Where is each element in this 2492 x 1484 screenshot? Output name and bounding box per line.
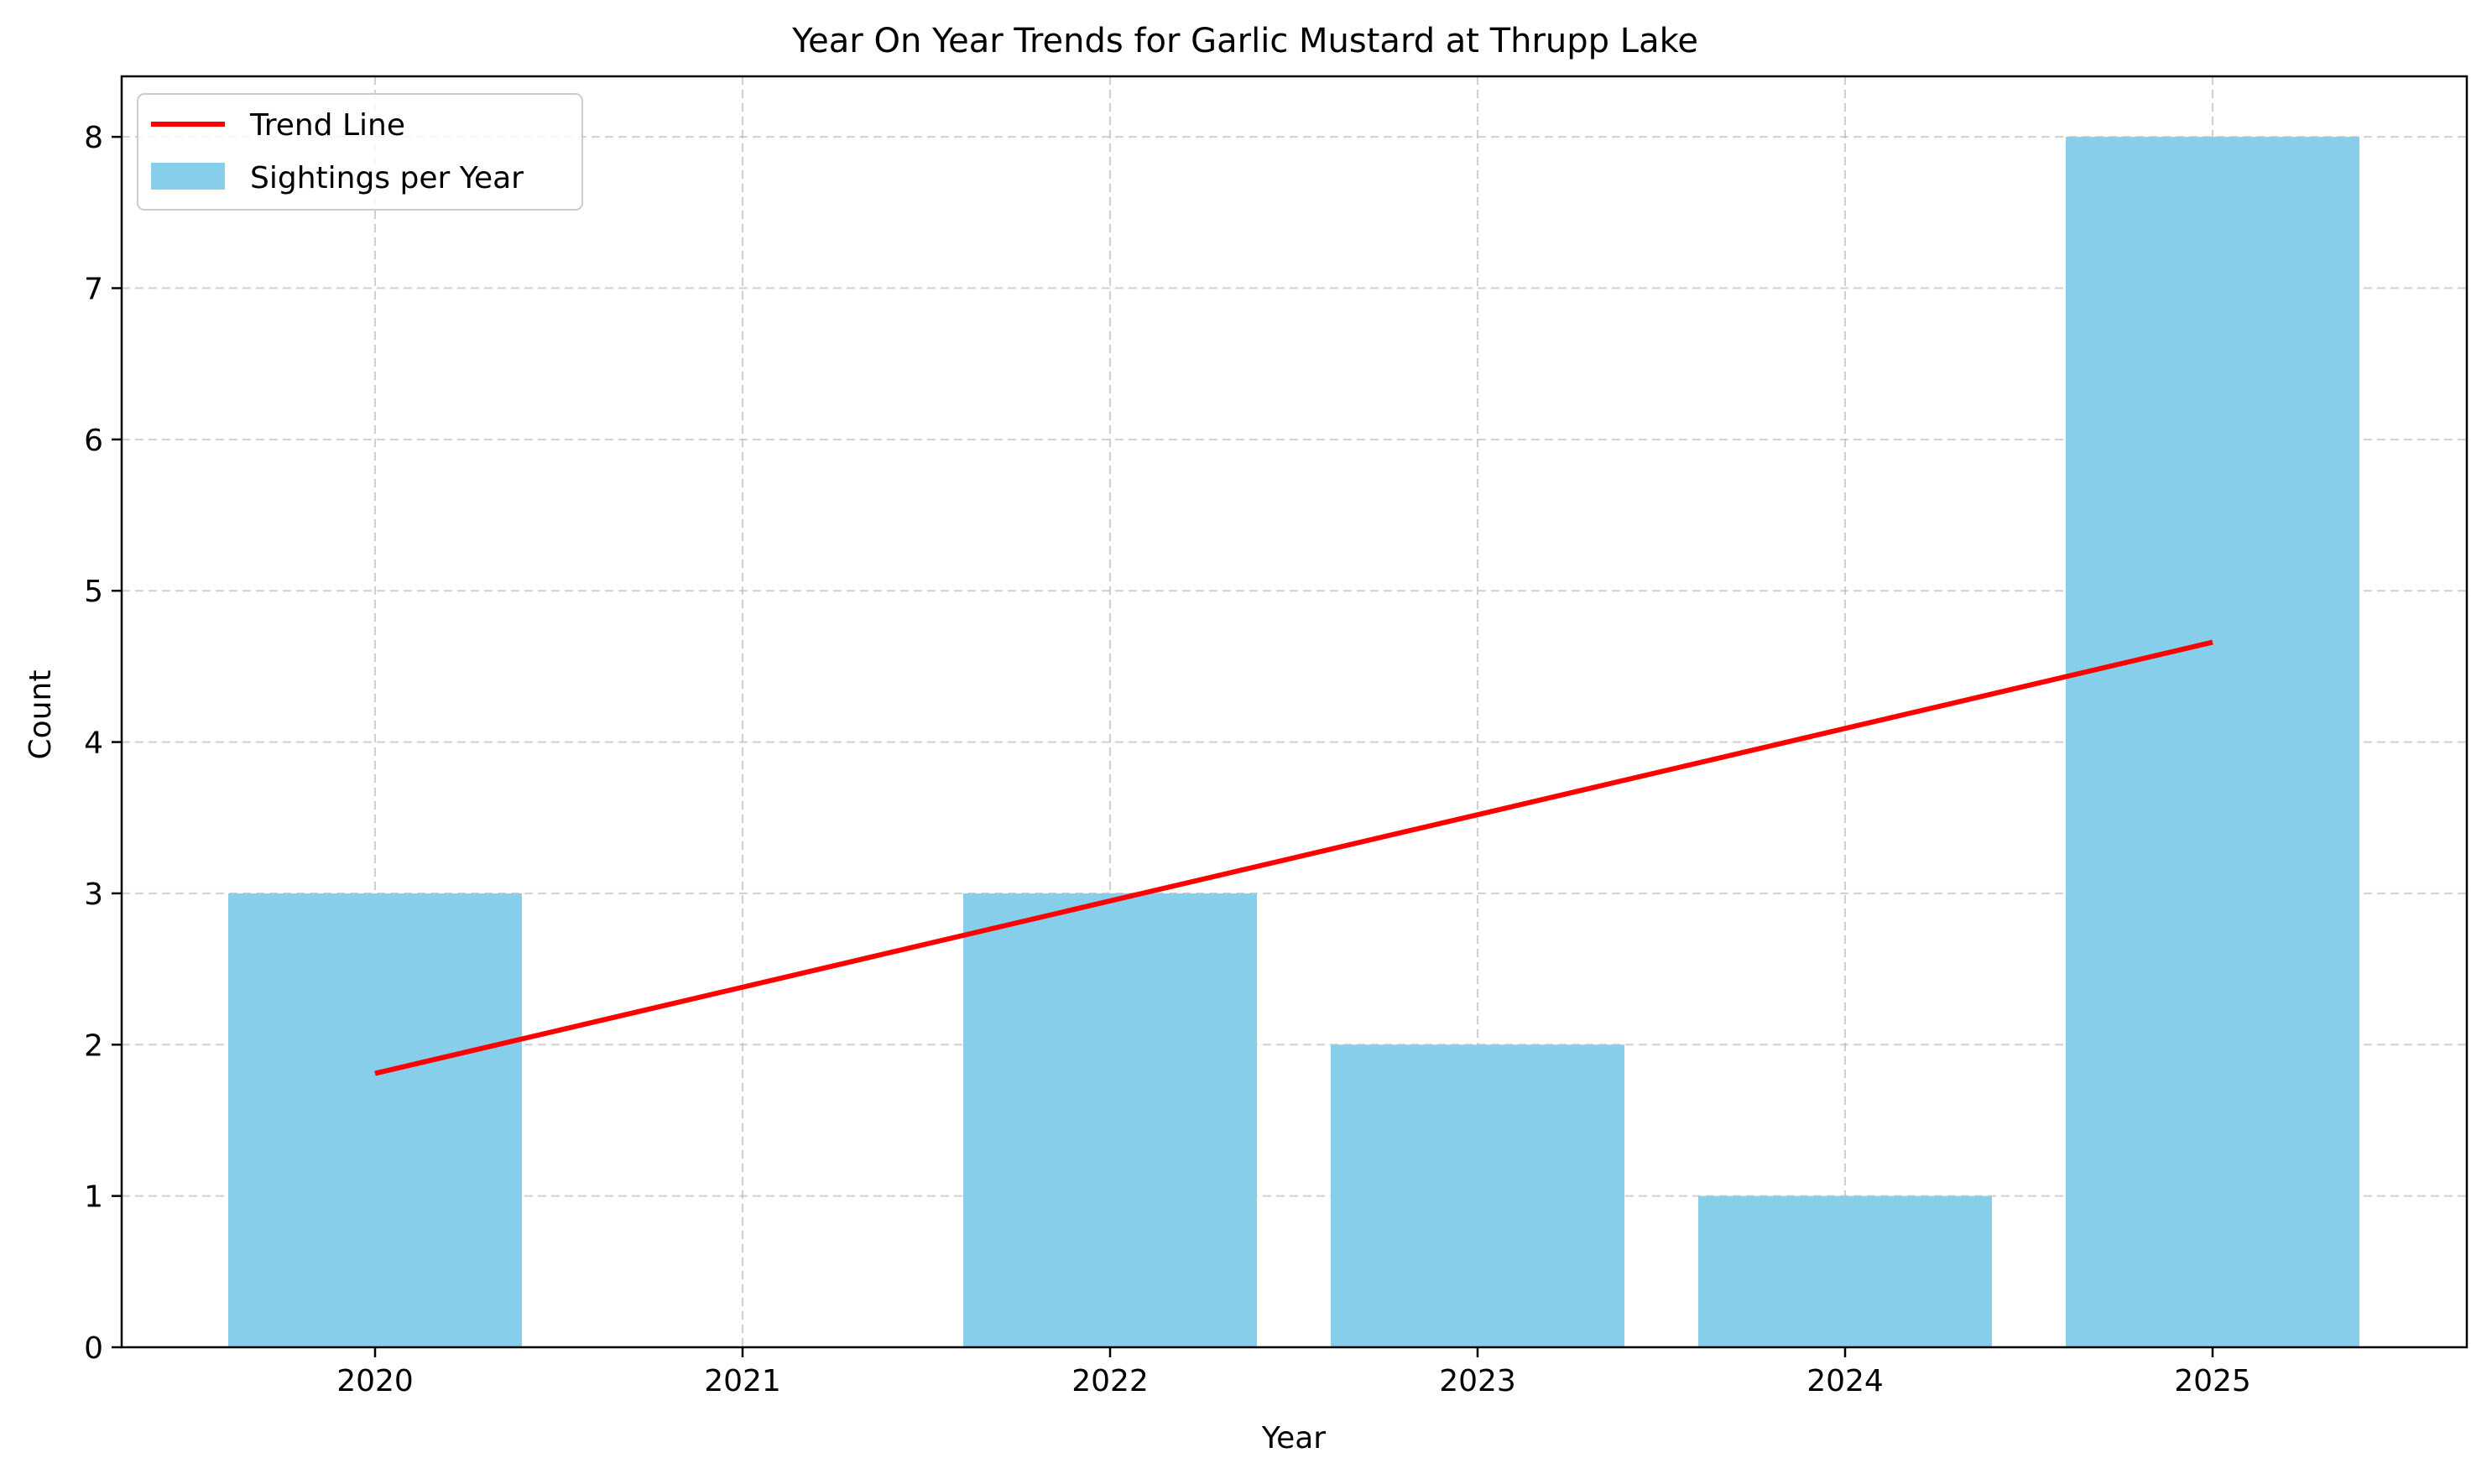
y-tick-label-7: 7: [84, 273, 103, 307]
chart-title: Year On Year Trends for Garlic Mustard a…: [791, 22, 1698, 60]
y-tick-label-4: 4: [84, 726, 103, 761]
bar-2024: [1698, 1195, 1992, 1347]
trend-line: [374, 639, 2213, 1076]
bar-2020: [228, 893, 522, 1347]
axis-ticks: 2020 2021 2022 2023 2024 2025 0 1 2 3 4 5 6 7 8: [84, 121, 2251, 1398]
x-axis-label: Year: [1261, 1421, 1326, 1455]
bars: [228, 137, 2359, 1348]
bar-2023: [1331, 1044, 1624, 1347]
y-tick-label-0: 0: [84, 1331, 103, 1366]
legend: Trend Line Sightings per Year: [137, 93, 583, 211]
y-tick-label-3: 3: [84, 877, 103, 912]
x-tick-label-2021: 2021: [704, 1364, 781, 1398]
y-tick-label-2: 2: [84, 1028, 103, 1063]
y-axis-label: Count: [23, 670, 58, 760]
legend-sightings-swatch: [151, 163, 225, 190]
x-tick-label-2024: 2024: [1806, 1364, 1884, 1398]
y-tick-label-6: 6: [84, 424, 103, 458]
y-tick-label-5: 5: [84, 575, 103, 609]
trend-line-layer: [374, 639, 2213, 1076]
bar-2025: [2066, 137, 2359, 1348]
y-tick-label-1: 1: [84, 1180, 103, 1215]
legend-sightings-label: Sightings per Year: [250, 161, 524, 195]
x-tick-label-2020: 2020: [336, 1364, 414, 1398]
legend-box: [137, 93, 583, 211]
x-tick-label-2023: 2023: [1439, 1364, 1516, 1398]
y-tick-label-8: 8: [84, 121, 103, 155]
legend-trend-line-label: Trend Line: [249, 108, 405, 143]
x-tick-label-2025: 2025: [2174, 1364, 2251, 1398]
bar-2022: [963, 893, 1257, 1347]
x-tick-label-2022: 2022: [1071, 1364, 1149, 1398]
plot-frame: [120, 75, 2469, 1349]
